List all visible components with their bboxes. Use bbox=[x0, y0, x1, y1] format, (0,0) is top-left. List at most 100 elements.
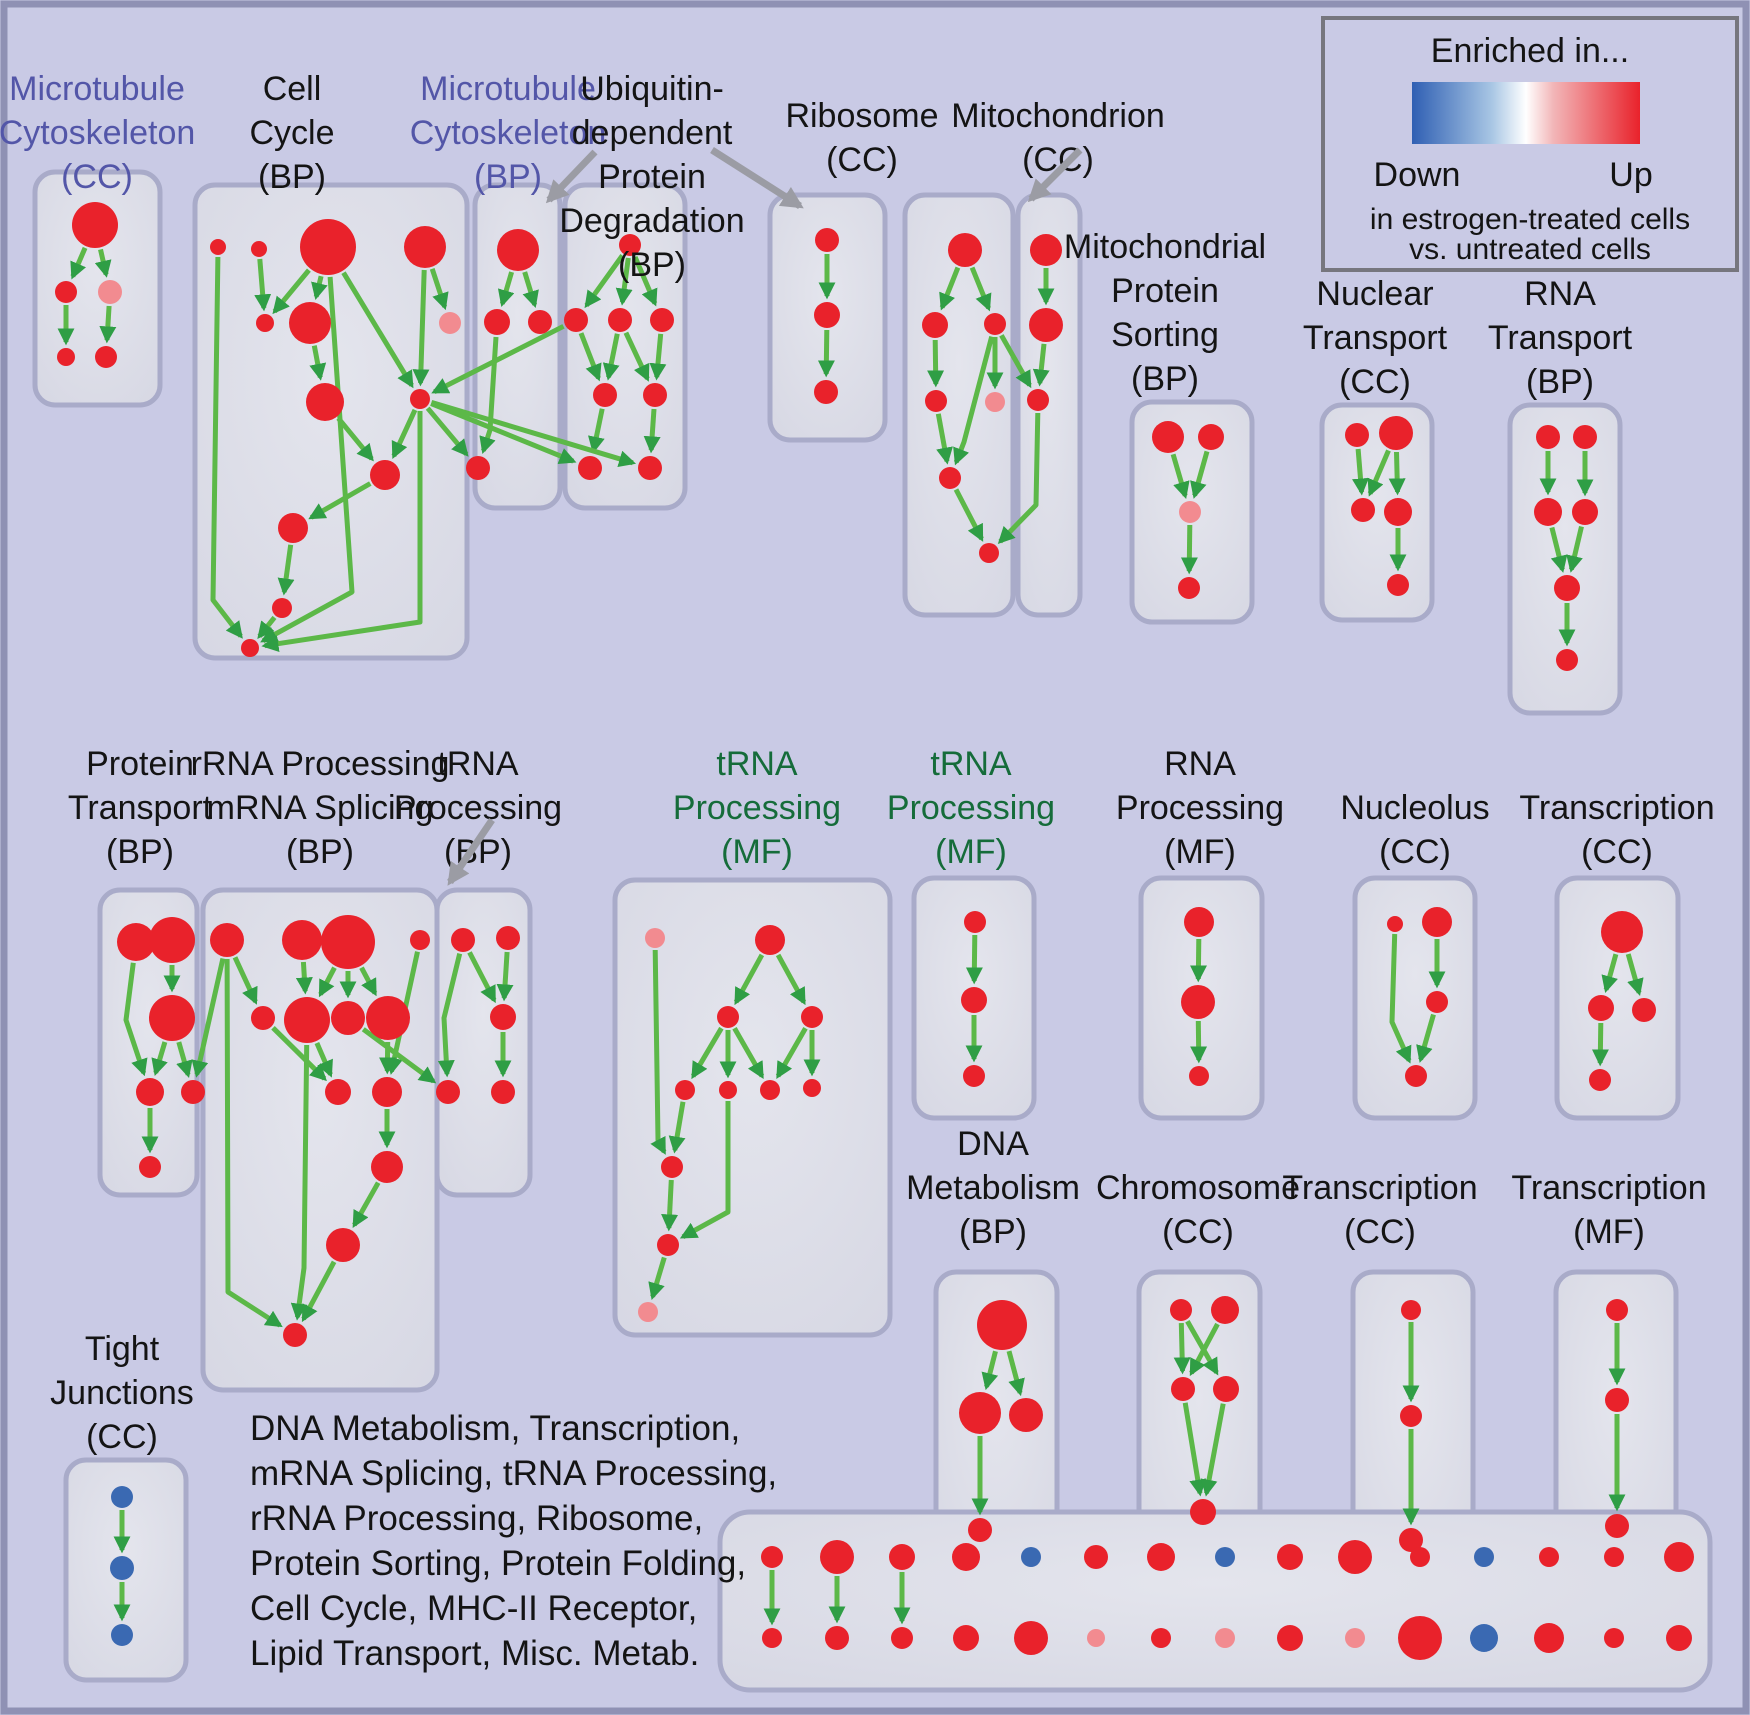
rna-transport-label: (BP) bbox=[1526, 363, 1594, 401]
shared-terms-matrix-node bbox=[1084, 1545, 1108, 1569]
edge-arrow bbox=[733, 953, 765, 1006]
legend: Enriched in... Down Up in estrogen-treat… bbox=[1321, 16, 1739, 272]
nuclear-transport-box bbox=[1319, 402, 1435, 623]
rna-transport-node bbox=[1534, 498, 1562, 526]
transcription-mf-node bbox=[1605, 1388, 1629, 1412]
transcription-cc-mid-box bbox=[1554, 875, 1681, 1121]
trna-mf-2-label: Processing bbox=[887, 789, 1055, 827]
transcription-cc-low-label: Transcription bbox=[1282, 1169, 1477, 1207]
trna-mf-big-node bbox=[803, 1079, 821, 1097]
edge-arrow bbox=[497, 271, 515, 308]
label-pointer-arrow bbox=[447, 818, 495, 886]
edge-arrow bbox=[623, 331, 650, 382]
edge-arrow bbox=[775, 953, 807, 1006]
cell-cycle-label: (BP) bbox=[258, 158, 326, 196]
trna-mf-big-node bbox=[661, 1156, 683, 1178]
shared-terms-matrix-node bbox=[1147, 1543, 1175, 1571]
rna-processing-mf-label: RNA bbox=[1164, 745, 1236, 783]
trna-mf-1-label: (MF) bbox=[721, 833, 793, 871]
tight-junctions-label: (CC) bbox=[86, 1418, 158, 1456]
microtubule-cc-node bbox=[57, 348, 75, 366]
edges-layer bbox=[57, 246, 1644, 1626]
mito-protein-sorting-label: Sorting bbox=[1111, 316, 1219, 354]
dna-metabolism-node bbox=[968, 1518, 992, 1542]
edge-arrow bbox=[260, 276, 355, 643]
ubiquitin-degradation-node bbox=[608, 308, 632, 332]
shared-terms-matrix-node bbox=[1151, 1628, 1171, 1648]
legend-down-label: Down bbox=[1374, 156, 1461, 194]
transcription-cc-low-node bbox=[1399, 1528, 1423, 1552]
ubiquitin-degradation-node bbox=[578, 456, 602, 480]
edge-arrow bbox=[668, 1101, 686, 1154]
microtubule-cc-node bbox=[72, 202, 118, 248]
legend-title: Enriched in... bbox=[1431, 32, 1629, 70]
edge-arrow bbox=[1170, 453, 1190, 499]
mitochondrion-label: Mitochondrion bbox=[951, 97, 1165, 135]
tight-junctions-node bbox=[111, 1486, 133, 1508]
edge-arrow bbox=[271, 1026, 327, 1082]
cell-cycle-node bbox=[278, 513, 308, 543]
shared-terms-matrix-node bbox=[1474, 1547, 1494, 1567]
rna-processing-mf-node bbox=[1189, 1066, 1209, 1086]
edge-arrow bbox=[309, 345, 327, 381]
protein-transport-label: Transport bbox=[68, 789, 213, 827]
shared-terms-matrix-node bbox=[1398, 1616, 1442, 1660]
edge-arrow bbox=[1173, 1322, 1191, 1375]
edge-arrow bbox=[522, 271, 539, 309]
microtubule-bp-node bbox=[466, 456, 490, 480]
trna-bp-node bbox=[451, 928, 475, 952]
shared-terms-matrix-node bbox=[1470, 1624, 1498, 1652]
ribosome-cc-node bbox=[984, 313, 1006, 335]
trna-mf-2-label: (MF) bbox=[935, 833, 1007, 871]
rrna-mrna-node bbox=[251, 1006, 275, 1030]
transcription-cc-mid-node bbox=[1589, 1069, 1611, 1091]
trna-bp-node bbox=[436, 1080, 460, 1104]
ubiquitin-label: Protein bbox=[598, 158, 706, 196]
cell-cycle-node bbox=[241, 639, 259, 657]
nuclear-transport-node bbox=[1351, 498, 1375, 522]
legend-up-label: Up bbox=[1609, 156, 1652, 194]
dna-metabolism-node bbox=[977, 1300, 1027, 1350]
chromosome-label: Chromosome bbox=[1096, 1169, 1300, 1207]
edge-arrow bbox=[650, 949, 667, 1155]
cell-cycle-label: Cycle bbox=[249, 114, 334, 152]
edge-arrow bbox=[496, 951, 514, 1002]
trna-mf-big-node bbox=[717, 1006, 739, 1028]
mito-protein-sorting-label: Mitochondrial bbox=[1064, 228, 1266, 266]
cell-cycle-node bbox=[370, 460, 400, 490]
edge-arrow bbox=[210, 256, 243, 639]
dna-metabolism-label: Metabolism bbox=[906, 1169, 1080, 1207]
edge-arrow bbox=[261, 411, 423, 653]
misc-terms-text-line: mRNA Splicing, tRNA Processing, bbox=[250, 1454, 777, 1493]
transcription-mf-node bbox=[1606, 1299, 1628, 1321]
edge-arrow bbox=[70, 246, 88, 280]
shared-terms-matrix-node bbox=[1410, 1547, 1430, 1567]
rna-transport-node bbox=[1572, 499, 1598, 525]
edge-arrow bbox=[1190, 1020, 1208, 1064]
ubiquitin-degradation-node bbox=[619, 234, 641, 256]
ubiquitin-degradation-node bbox=[638, 456, 662, 480]
shared-terms-matrix-node bbox=[1215, 1628, 1235, 1648]
rrna-mrna-node bbox=[366, 996, 410, 1040]
rrna-mrna-node bbox=[371, 1151, 403, 1183]
cell-cycle-node bbox=[439, 312, 461, 334]
labels-layer: Microtubule Cytoskeleton (CC) Cell Cycle (BP)… bbox=[0, 70, 1715, 1456]
chromosome-cc-node bbox=[1213, 1376, 1239, 1402]
edge-arrow bbox=[391, 408, 418, 459]
label-pointer-arrow bbox=[545, 149, 598, 204]
edge-arrow bbox=[935, 413, 953, 465]
dna-metabolism-node bbox=[1009, 1398, 1043, 1432]
protein-transport-node bbox=[149, 995, 195, 1041]
rna-transport-label: RNA bbox=[1524, 275, 1596, 313]
edge-arrow bbox=[999, 334, 1032, 389]
rrna-mrna-node bbox=[331, 1001, 365, 1035]
edge-arrow bbox=[969, 266, 992, 312]
shared-terms-matrix-node bbox=[825, 1626, 849, 1650]
trna-mf-big-box bbox=[612, 877, 893, 1338]
trna-bp-label: tRNA bbox=[437, 745, 519, 783]
ubiquitin-label: Degradation bbox=[559, 202, 744, 240]
shared-terms-matrix-node bbox=[1338, 1540, 1372, 1574]
rrna-mrna-label: (BP) bbox=[286, 833, 354, 871]
nuclear-transport-node bbox=[1379, 416, 1413, 450]
rna-transport-node bbox=[1556, 649, 1578, 671]
